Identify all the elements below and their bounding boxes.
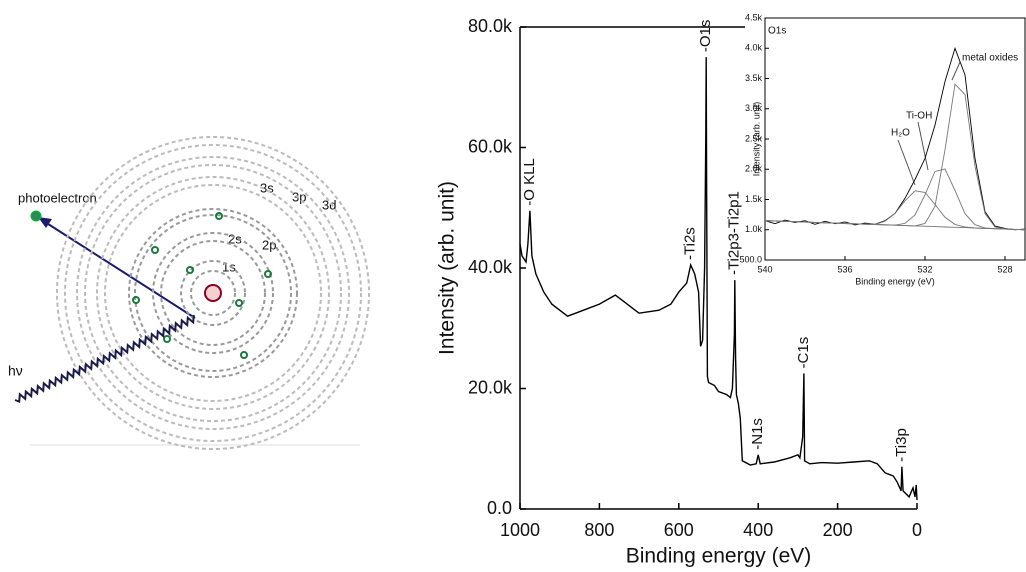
shell xyxy=(76,156,350,430)
y-tick-label: 1.5k xyxy=(745,194,763,204)
shell xyxy=(64,144,362,442)
y-tick-label: 60.0k xyxy=(468,136,513,156)
x-tick-label: 0 xyxy=(912,520,922,540)
x-axis-label: Binding energy (eV) xyxy=(855,276,935,286)
shell-label: 1s xyxy=(222,259,236,274)
photon-label: hν xyxy=(8,363,23,379)
peak-label: -O KLL xyxy=(521,158,538,206)
electron xyxy=(186,266,194,274)
inset-annotation: Ti-OH xyxy=(906,111,932,122)
shell-label: 3s xyxy=(260,180,274,195)
y-tick-label: 2.0k xyxy=(745,164,763,174)
x-tick-label: 536 xyxy=(837,264,852,274)
nucleus xyxy=(204,284,222,302)
y-axis-label: Intensity (arb. unit) xyxy=(751,102,761,177)
y-tick-label: 0.0 xyxy=(487,498,512,518)
photoelectron xyxy=(30,210,42,222)
data-line xyxy=(519,57,918,501)
inset-annotation: H₂O xyxy=(891,128,910,139)
shell xyxy=(96,176,330,410)
photon-wave xyxy=(14,314,195,404)
data-line xyxy=(764,220,1026,231)
x-tick-label: 528 xyxy=(997,264,1012,274)
shell xyxy=(160,240,266,346)
peak-label: -Ti2s xyxy=(682,227,699,260)
shell-label: 2s xyxy=(228,231,242,246)
x-tick-label: 1000 xyxy=(500,520,540,540)
inset-background xyxy=(748,0,1026,300)
electron xyxy=(163,335,171,343)
leader-line xyxy=(917,121,929,171)
electron xyxy=(215,212,223,220)
y-tick-label: 500.0 xyxy=(739,254,762,264)
leader-line xyxy=(897,139,916,186)
y-tick-label: 3.0k xyxy=(745,103,763,113)
peak-label: -Ti2p3-Ti2p1 xyxy=(726,191,743,275)
x-tick-label: 600 xyxy=(664,520,694,540)
x-axis-label: Binding energy (eV) xyxy=(626,545,812,568)
y-tick-label: 3.5k xyxy=(745,73,763,83)
y-tick-label: 2.5k xyxy=(745,133,763,143)
y-tick-label: 4.0k xyxy=(745,43,763,53)
photoelectron-label: photoelectron xyxy=(18,190,97,205)
inset-annotation: metal oxides xyxy=(962,53,1018,64)
arrow-head xyxy=(38,217,52,228)
shell xyxy=(152,232,274,354)
shell xyxy=(84,164,342,422)
electron xyxy=(264,270,272,278)
y-tick-label: 40.0k xyxy=(468,257,513,277)
y-tick-label: 20.0k xyxy=(468,377,513,397)
y-axis-label: Intensity (arb. unit) xyxy=(436,181,459,355)
peak-label: -C1s xyxy=(795,337,812,369)
shell xyxy=(180,260,246,326)
x-tick-label: 200 xyxy=(823,520,853,540)
shell xyxy=(128,208,298,378)
leader-line xyxy=(951,61,961,81)
shell xyxy=(134,214,292,372)
shell-label: 3d xyxy=(322,197,336,212)
shell xyxy=(56,136,370,450)
shell xyxy=(104,184,322,402)
electron xyxy=(240,351,248,359)
x-tick-label: 400 xyxy=(743,520,773,540)
x-tick-label: 800 xyxy=(584,520,614,540)
peak-label: -Ti3p xyxy=(893,428,910,462)
y-tick-label: 1.0k xyxy=(745,224,763,234)
electron xyxy=(151,246,159,254)
electron xyxy=(235,299,243,307)
x-tick-label: 532 xyxy=(917,264,932,274)
shell-label: 2p xyxy=(262,237,276,252)
peak-label: -O1s xyxy=(697,20,714,53)
y-tick-label: 4.5k xyxy=(745,12,763,22)
x-tick-label: 540 xyxy=(757,264,772,274)
peak-label: -N1s xyxy=(749,418,766,450)
photoelectron-arrow xyxy=(44,221,196,319)
electron xyxy=(132,296,140,304)
inset-title: O1s xyxy=(768,26,786,37)
shell xyxy=(190,270,236,316)
atom-diagram: photoelectron hν 1s 2s 2p 3s 3p 3d xyxy=(8,136,370,450)
y-tick-label: 80.0k xyxy=(468,16,513,36)
